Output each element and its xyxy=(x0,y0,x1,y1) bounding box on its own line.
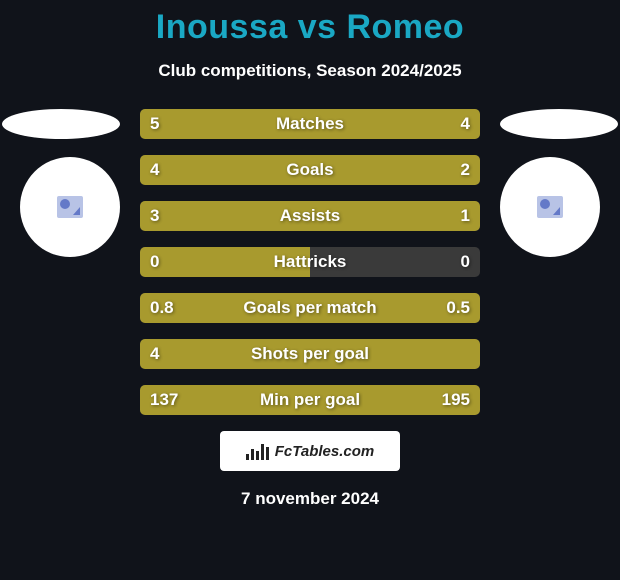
stat-bar-row: 5Matches4 xyxy=(140,109,480,139)
stat-value-right: 0 xyxy=(461,247,470,277)
placeholder-image-icon xyxy=(57,196,83,218)
fctables-text: FcTables.com xyxy=(275,443,374,460)
stat-value-right: 1 xyxy=(461,201,470,231)
stat-value-right: 2 xyxy=(461,155,470,185)
stat-value-right: 4 xyxy=(461,109,470,139)
stat-value-right: 0.5 xyxy=(446,293,470,323)
placeholder-image-icon xyxy=(537,196,563,218)
stat-label: Assists xyxy=(140,201,480,231)
stat-bar-row: 0Hattricks0 xyxy=(140,247,480,277)
country-flag-left xyxy=(2,109,120,139)
stat-label: Hattricks xyxy=(140,247,480,277)
stat-bar-row: 4Goals2 xyxy=(140,155,480,185)
stat-label: Matches xyxy=(140,109,480,139)
stat-label: Min per goal xyxy=(140,385,480,415)
stat-bar-row: 0.8Goals per match0.5 xyxy=(140,293,480,323)
stat-bar-row: 3Assists1 xyxy=(140,201,480,231)
stat-label: Goals xyxy=(140,155,480,185)
page-subtitle: Club competitions, Season 2024/2025 xyxy=(0,61,620,81)
country-flag-right xyxy=(500,109,618,139)
page-date: 7 november 2024 xyxy=(0,489,620,509)
player-avatar-left xyxy=(20,157,120,257)
stat-bar-row: 137Min per goal195 xyxy=(140,385,480,415)
stat-label: Shots per goal xyxy=(140,339,480,369)
stat-bar-row: 4Shots per goal xyxy=(140,339,480,369)
page-title: Inoussa vs Romeo xyxy=(0,0,620,47)
stat-bars-container: 5Matches44Goals23Assists10Hattricks00.8G… xyxy=(140,109,480,415)
player-avatar-right xyxy=(500,157,600,257)
comparison-content: 5Matches44Goals23Assists10Hattricks00.8G… xyxy=(0,109,620,415)
fctables-bars-icon xyxy=(246,442,269,460)
stat-label: Goals per match xyxy=(140,293,480,323)
fctables-logo: FcTables.com xyxy=(246,442,374,460)
fctables-badge: FcTables.com xyxy=(220,431,400,471)
stat-value-right: 195 xyxy=(442,385,470,415)
